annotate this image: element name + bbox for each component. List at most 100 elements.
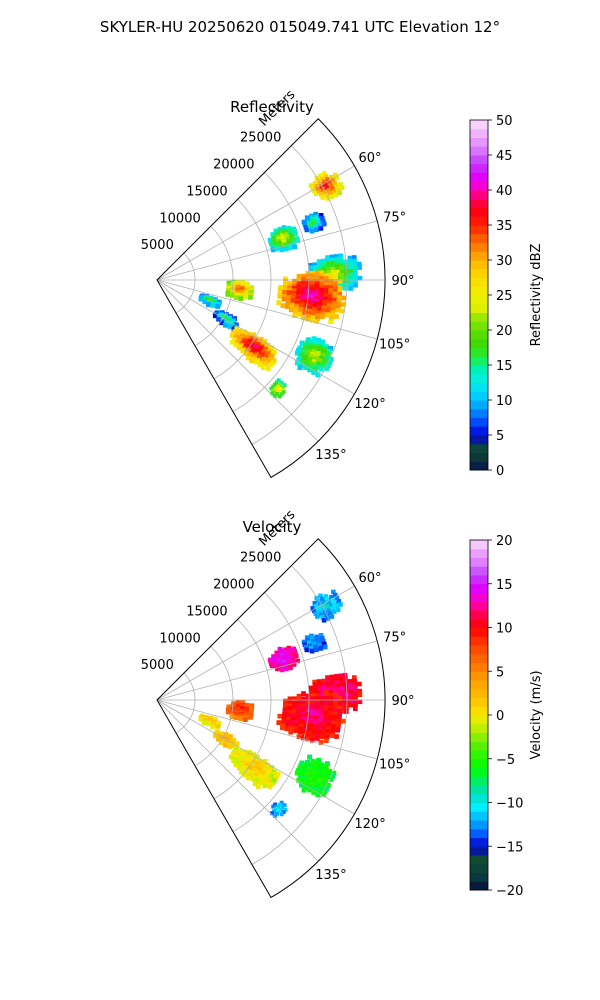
reflectivity-colorbar-tick-label: 20 — [496, 324, 513, 339]
velocity-echo-pixel — [296, 777, 302, 783]
velocity-echo-pixel — [357, 699, 363, 705]
velocity-echo-pixel — [275, 805, 280, 810]
velocity-echo-pixel — [293, 728, 299, 734]
reflectivity-echo-pixel — [310, 276, 316, 282]
velocity-echo-pixel — [315, 606, 321, 612]
velocity-echo-cell — [301, 632, 328, 654]
reflectivity-echo-pixel — [292, 281, 297, 286]
velocity-colorbar-segment — [470, 863, 488, 873]
reflectivity-echo-pixel — [353, 272, 358, 278]
reflectivity-echo-pixel — [269, 241, 274, 247]
reflectivity-echo-pixel — [328, 291, 333, 297]
velocity-echo-pixel — [333, 702, 338, 708]
reflectivity-echo-pixel — [308, 300, 314, 306]
velocity-echo-pixel — [313, 715, 319, 721]
reflectivity-echo-pixel — [304, 299, 309, 305]
reflectivity-echo-pixel — [296, 283, 302, 289]
velocity-echo-pixel — [316, 730, 322, 736]
reflectivity-echo-pixel — [330, 310, 336, 315]
reflectivity-echo-pixel — [319, 176, 325, 182]
reflectivity-echo-pixel — [301, 276, 307, 282]
reflectivity-echo-pixel — [311, 309, 317, 315]
reflectivity-echo-pixel — [313, 211, 319, 217]
velocity-echo-pixel — [302, 730, 308, 736]
velocity-echo-pixel — [339, 686, 345, 692]
velocity-echo-pixel — [332, 592, 338, 598]
reflectivity-echo-pixel — [323, 290, 329, 296]
reflectivity-echo-pixel — [318, 212, 324, 218]
velocity-echo-pixel — [311, 779, 317, 785]
velocity-colorbar-tick-label: 5 — [496, 665, 504, 680]
reflectivity-echo-pixel — [322, 347, 328, 353]
reflectivity-echo-pixel — [280, 303, 286, 309]
reflectivity-colorbar-segment — [470, 137, 488, 147]
reflectivity-colorbar: 0 5 10 15 20 25 30 35 40 45 50 Reflectivity dBZ — [469, 114, 544, 479]
velocity-echo-pixel — [310, 771, 316, 777]
velocity-echo-pixel — [312, 766, 318, 772]
velocity-echo-pixel — [298, 726, 304, 732]
reflectivity-echo-pixel — [294, 350, 300, 356]
velocity-echo-pixel — [329, 614, 335, 619]
reflectivity-colorbar-segment — [470, 417, 488, 427]
velocity-echo-pixel — [319, 596, 325, 602]
velocity-echo-pixel — [300, 780, 306, 786]
velocity-echo-pixel — [308, 645, 314, 651]
reflectivity-echo-pixel — [305, 276, 311, 282]
reflectivity-echoes — [198, 171, 363, 399]
reflectivity-echo-pixel — [288, 245, 293, 251]
reflectivity-echo-pixel — [287, 241, 292, 246]
reflectivity-echo-pixel — [323, 344, 329, 350]
reflectivity-echo-pixel — [319, 284, 325, 290]
velocity-echo-pixel — [279, 812, 284, 817]
velocity-echo-pixel — [282, 703, 288, 708]
velocity-echo-pixel — [317, 682, 322, 687]
reflectivity-echo-pixel — [309, 213, 314, 219]
velocity-echo-pixel — [339, 689, 345, 695]
reflectivity-echo-pixel — [316, 220, 322, 226]
velocity-echo-pixel — [301, 639, 307, 645]
velocity-echo-pixel — [312, 600, 318, 606]
velocity-echo-pixel — [338, 602, 343, 607]
velocity-echo-pixel — [328, 776, 334, 782]
velocity-colorbar-tick-label: −15 — [496, 840, 523, 855]
reflectivity-echo-cell — [308, 171, 345, 201]
velocity-echo-pixel — [311, 789, 317, 795]
velocity-colorbar-segment — [470, 653, 488, 663]
reflectivity-echo-pixel — [310, 362, 316, 368]
velocity-colorbar-segment — [470, 846, 488, 856]
velocity-echo-pixel — [339, 699, 345, 704]
velocity-echo-pixel — [298, 763, 304, 769]
reflectivity-echo-pixel — [300, 291, 306, 297]
reflectivity-echo-pixel — [243, 294, 249, 299]
velocity-echo-pixel — [353, 706, 358, 711]
reflectivity-echo-pixel — [309, 341, 315, 347]
velocity-echo-pixel — [318, 593, 323, 599]
reflectivity-echo-pixel — [352, 262, 358, 267]
reflectivity-echo-pixel — [328, 273, 334, 278]
velocity-range-tick-label: 25000 — [240, 551, 281, 566]
reflectivity-echo-pixel — [277, 394, 282, 399]
reflectivity-echo-pixel — [339, 308, 345, 314]
reflectivity-echo-pixel — [296, 291, 301, 297]
velocity-echo-pixel — [288, 729, 294, 735]
reflectivity-colorbar-tick-label: 15 — [496, 359, 513, 374]
velocity-echo-pixel — [320, 638, 326, 644]
reflectivity-echo-pixel — [272, 393, 277, 398]
reflectivity-echo-pixel — [233, 323, 238, 329]
velocity-echo-pixel — [296, 734, 302, 740]
reflectivity-echo-pixel — [292, 313, 297, 318]
reflectivity-echo-pixel — [353, 275, 358, 281]
reflectivity-echo-pixel — [314, 340, 320, 346]
reflectivity-echo-pixel — [325, 309, 331, 315]
velocity-echo-pixel — [295, 718, 300, 724]
velocity-echo-pixel — [311, 729, 317, 735]
velocity-echo-pixel — [317, 724, 323, 730]
reflectivity-echo-pixel — [314, 290, 320, 295]
reflectivity-echo-pixel — [348, 275, 354, 281]
velocity-colorbar-segment — [470, 793, 488, 803]
reflectivity-colorbar-tick-label: 25 — [496, 289, 513, 304]
reflectivity-echo-pixel — [353, 269, 358, 274]
velocity-echo-pixel — [319, 707, 325, 713]
reflectivity-echo-pixel — [310, 273, 316, 279]
reflectivity-echo-pixel — [317, 304, 323, 310]
